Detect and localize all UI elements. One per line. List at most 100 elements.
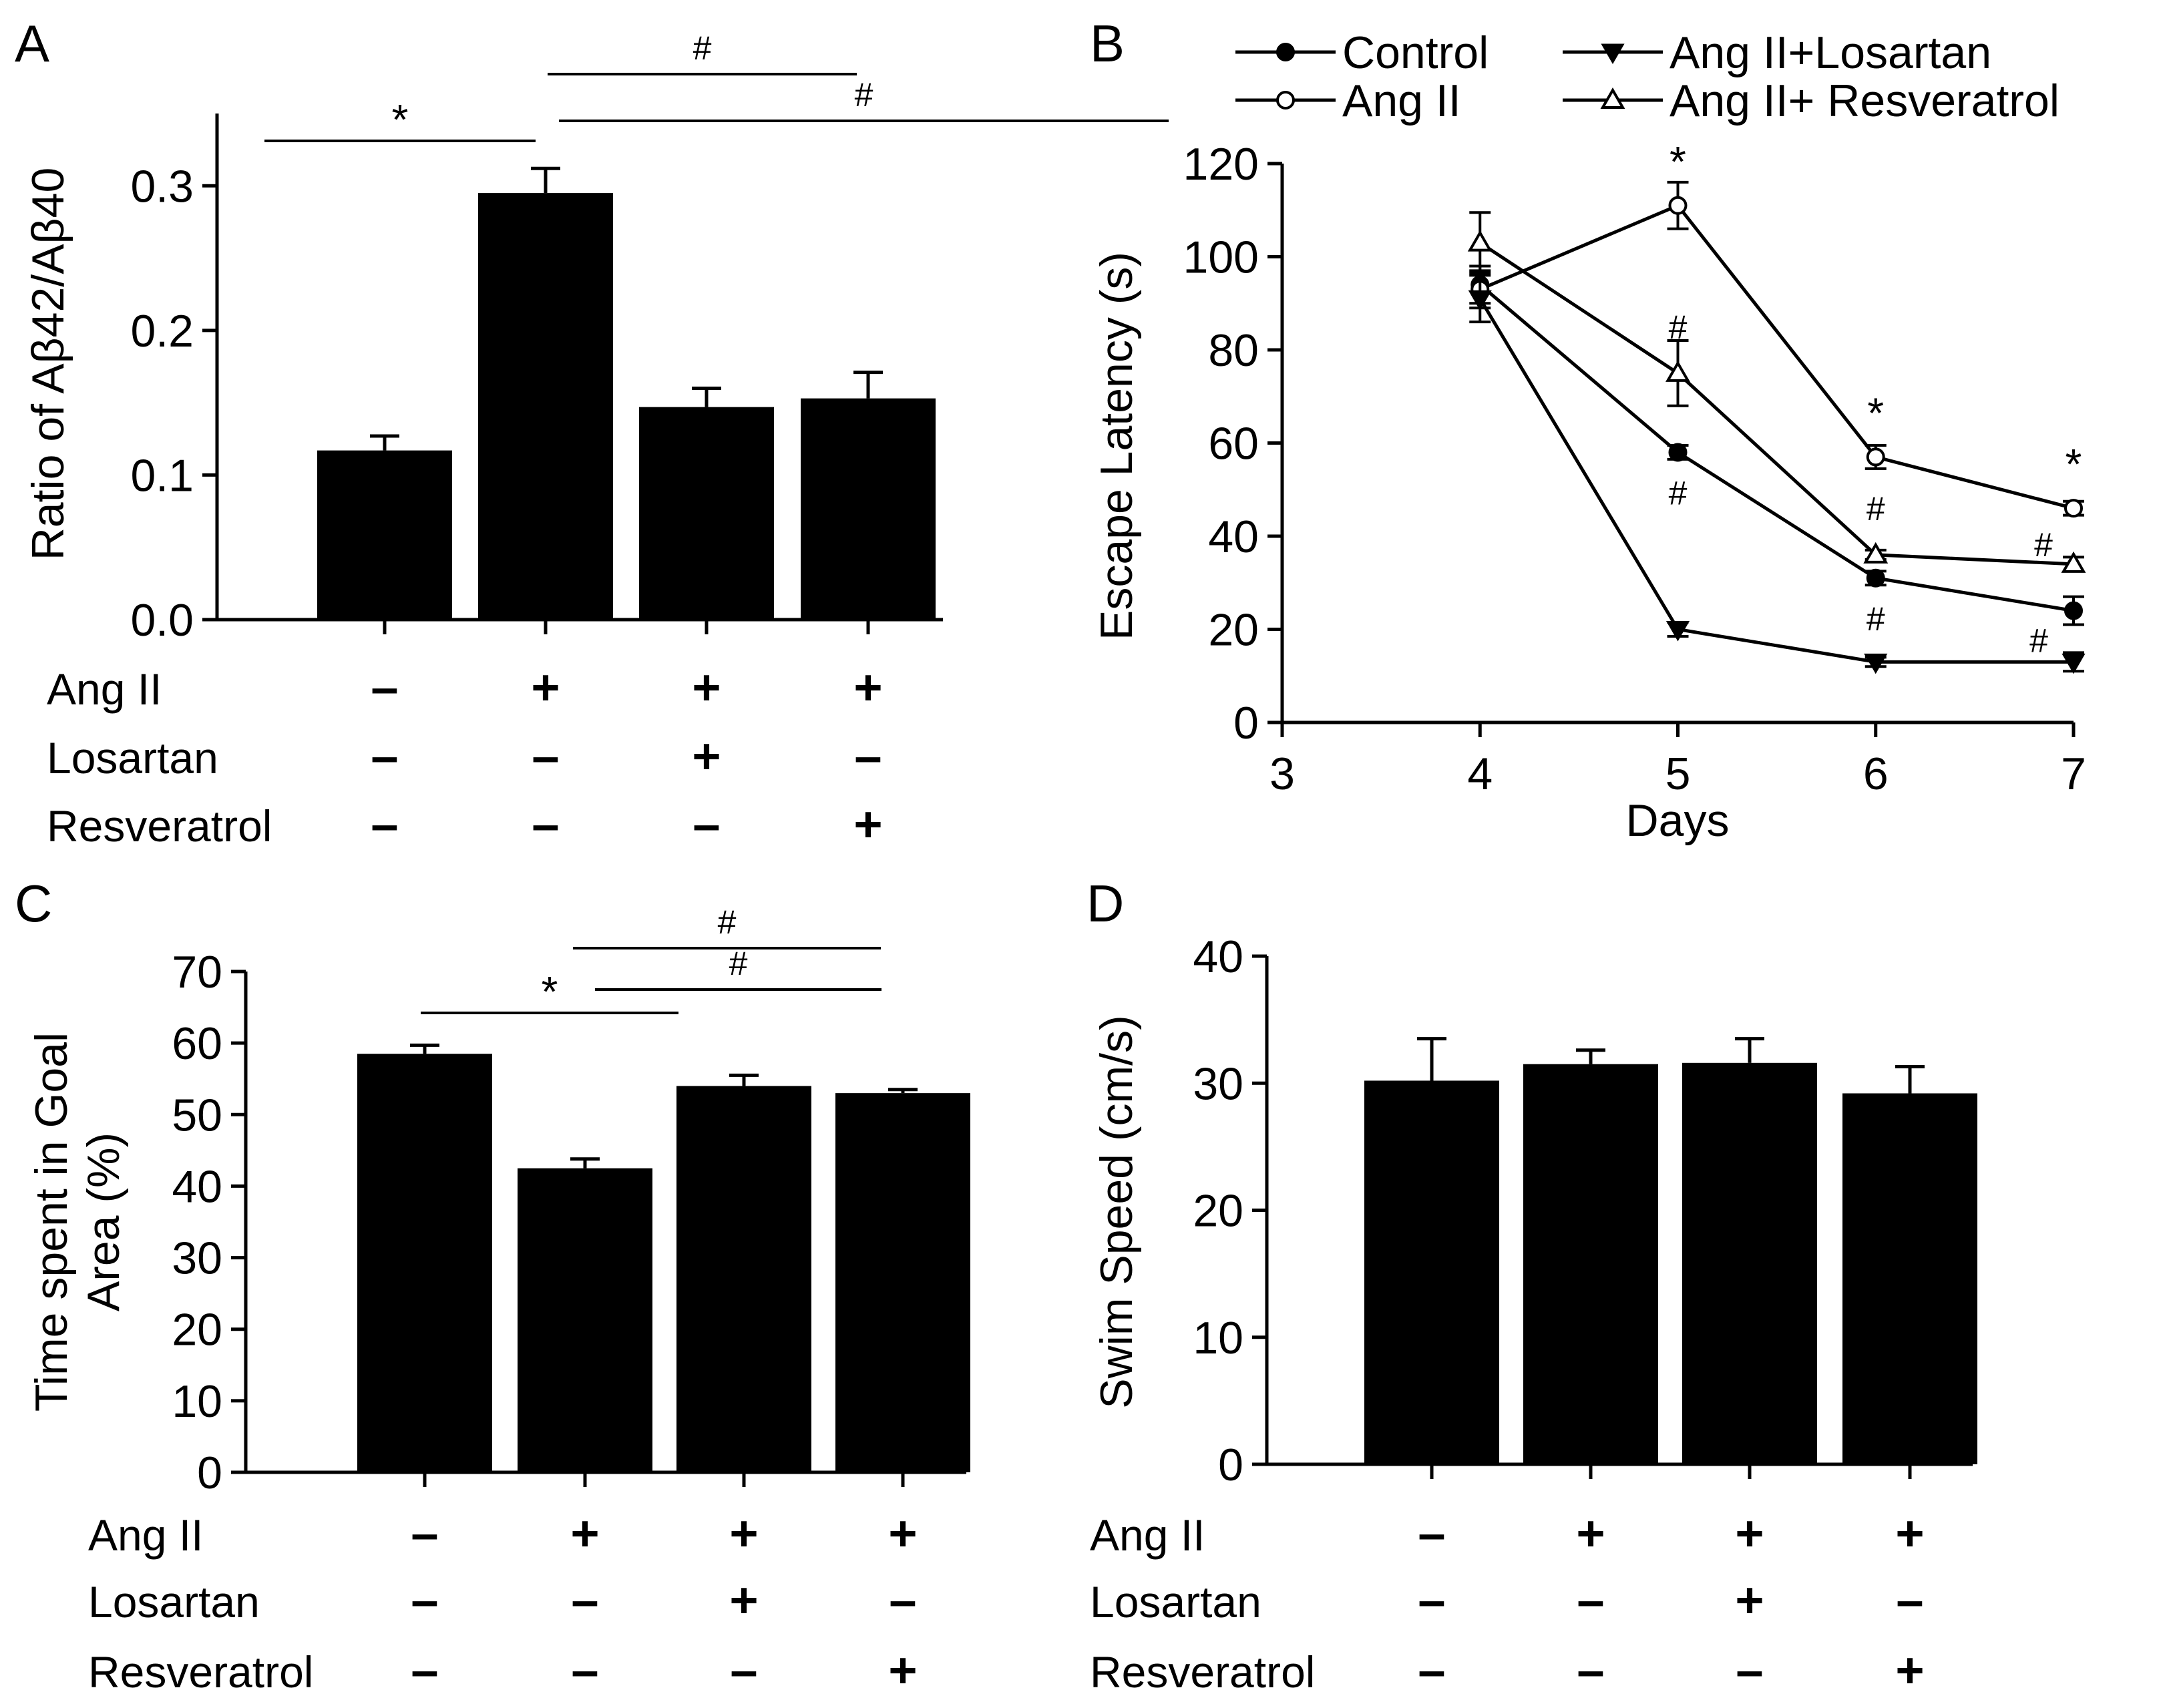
treatment-label-0: Ang II [47,664,162,714]
series-2 [1468,274,2086,674]
bar-0 [317,450,452,620]
treatment-sign-1-0: – [411,1572,438,1628]
treatment-sign-0-1: + [570,1506,599,1561]
x-tick-label-2: 5 [1665,749,1691,799]
point-3-2 [1863,542,1889,564]
treatment-sign-2-3: + [1895,1643,1924,1698]
y-tick-label-4: 40 [172,1161,222,1212]
y-tick-label-4: 80 [1208,325,1259,376]
y-tick-label-2: 20 [1193,1186,1243,1237]
x-axis-label: Days [1626,795,1730,846]
treatment-sign-0-3: + [853,660,882,715]
panel-label-C: C [15,874,52,933]
annotation-6: # [1867,600,1885,638]
point-0-2 [1866,568,1885,588]
point-2-3 [2062,653,2086,674]
treatment-sign-1-1: – [532,728,559,784]
y-tick-label-2: 0.2 [130,306,194,357]
treatment-sign-0-2: + [729,1506,758,1561]
legend-marker-1 [1276,91,1295,110]
treatment-sign-0-2: + [692,660,721,715]
treatment-sign-1-1: – [1577,1572,1604,1628]
annotation-0: * [1670,138,1686,186]
treatment-sign-2-2: – [1736,1643,1763,1698]
y-tick-label-0: 0 [197,1448,222,1498]
legend-label-3: Ang II+ Resveratrol [1670,75,2059,126]
treatment-sign-0-0: – [1418,1506,1445,1561]
treatment-label-0: Ang II [1090,1510,1205,1560]
y-axis-label: Escape Latency (s) [1091,252,1142,640]
panel-B: B 0 20 40 60 80 100 120 3 4 5 6 7 Days Escape Latency … [1090,14,2086,846]
y-tick-label-3: 30 [1193,1058,1243,1109]
point-1-1 [1668,196,1688,215]
treatment-sign-1-3: – [854,728,881,784]
legend-marker-3 [1600,87,1625,109]
annotation-8: # [2029,622,2048,660]
legend-label-0: Control [1342,27,1489,78]
treatment-label-2: Resveratrol [88,1647,313,1697]
treatment-label-2: Resveratrol [47,801,272,851]
annotation-4: # [1669,474,1688,511]
treatment-label-1: Losartan [47,733,218,783]
panel-label-A: A [15,14,49,73]
treatment-sign-2-3: + [853,797,882,852]
bar-2 [1682,1062,1817,1464]
y-tick-label-3: 60 [1208,419,1259,469]
series-line-3 [1479,241,2074,566]
treatment-sign-0-0: – [411,1506,438,1561]
panel-D: D 0 10 20 30 40 Swim Speed (cm/s) Ang II – + + + Los… [1087,874,1977,1698]
treatment-sign-2-1: – [1577,1643,1604,1698]
bar-0 [357,1054,492,1472]
point-2-0 [1468,290,1492,311]
y-tick-label-0: 0.0 [130,595,194,646]
series-line-2 [1479,297,2074,664]
treatment-sign-2-0: – [411,1643,438,1698]
y-tick-label-0: 0 [1218,1440,1243,1490]
annotation-7: # [2034,526,2053,564]
bar-2 [676,1086,811,1472]
y-axis-label-line-0: Time spent in Goal [26,1032,77,1412]
treatment-sign-1-3: – [1896,1572,1923,1628]
point-0-3 [2064,601,2083,620]
treatment-sign-0-1: + [531,660,560,715]
y-tick-label-7: 70 [172,947,222,998]
treatment-sign-0-3: + [1895,1506,1924,1561]
legend-label-1: Ang II [1342,75,1461,126]
y-tick-label-6: 120 [1183,139,1259,190]
x-tick-label-1: 4 [1467,749,1493,799]
panel-C: C 0 10 20 30 40 50 60 70 Time spent in Goal Area (… [15,874,970,1698]
annotation-5: # [1867,490,1885,527]
series-line-1 [1479,203,2074,510]
y-axis-label: Ratio of Aβ42/Aβ40 [23,168,73,561]
point-3-0 [1467,230,1493,252]
treatment-sign-0-0: – [371,660,398,715]
bar-0 [1364,1080,1499,1464]
significance-symbol-0: * [542,968,558,1016]
y-tick-label-2: 40 [1208,511,1259,562]
significance-symbol-2: # [855,76,873,114]
treatment-sign-2-2: – [693,797,720,852]
bar-3 [801,398,936,620]
point-2-2 [1864,653,1888,674]
treatment-label-0: Ang II [88,1510,203,1560]
treatment-sign-0-3: + [888,1506,917,1561]
point-2-1 [1665,621,1690,642]
point-1-2 [1866,447,1885,467]
treatment-sign-1-2: + [1735,1572,1764,1628]
y-tick-label-6: 60 [172,1018,222,1069]
treatment-sign-1-1: – [571,1572,598,1628]
bar-3 [835,1093,970,1472]
treatment-sign-2-1: – [571,1643,598,1698]
y-tick-label-4: 40 [1193,931,1243,982]
treatment-label-2: Resveratrol [1090,1647,1315,1697]
y-tick-label-1: 20 [1208,605,1259,656]
treatment-sign-2-2: – [730,1643,757,1698]
bar-2 [639,407,774,620]
x-tick-label-4: 7 [2061,749,2086,799]
treatment-label-1: Losartan [1090,1577,1261,1627]
y-axis-label: Swim Speed (cm/s) [1091,1015,1142,1408]
y-tick-label-2: 20 [172,1305,222,1355]
